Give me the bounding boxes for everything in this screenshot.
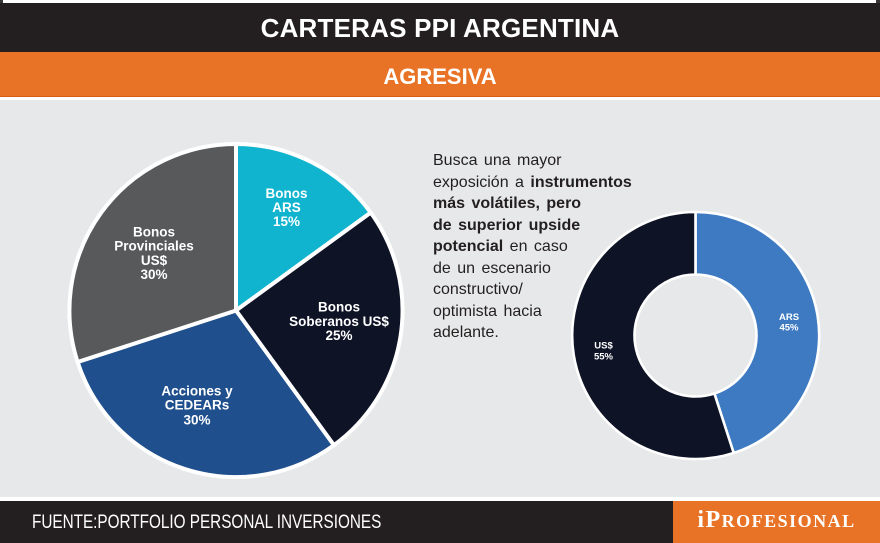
svg-text:US$55%: US$ 55% [594,341,614,363]
